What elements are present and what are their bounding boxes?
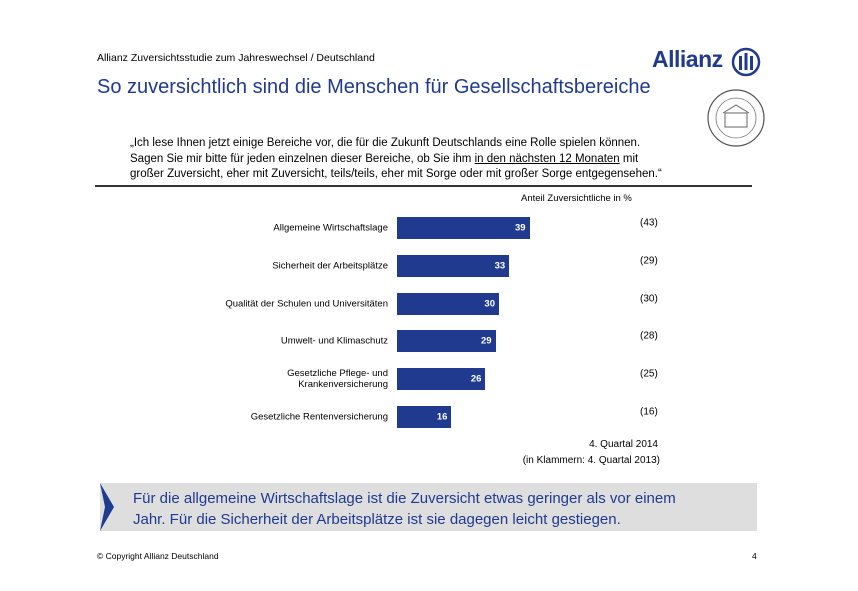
question-line: „Ich lese Ihnen jetzt einige Bereiche vo… — [130, 137, 641, 149]
bar-value-label: 29 — [481, 335, 492, 347]
summary-box — [100, 483, 757, 531]
bar-value-label: 30 — [484, 298, 495, 310]
bar — [397, 330, 496, 353]
chart-subtitle: Anteil Zuversichtliche in % — [521, 193, 632, 204]
bar — [397, 217, 530, 239]
legend-current: 4. Quartal 2014 — [589, 439, 658, 450]
previous-value-label: (28) — [640, 330, 658, 342]
previous-value-label: (16) — [640, 406, 658, 418]
question-emphasis: in den nächsten 12 Monaten — [474, 152, 620, 165]
previous-value-label: (30) — [640, 293, 658, 305]
brand-emblem — [731, 47, 761, 77]
category-label: Umwelt- und Klimaschutz — [280, 335, 388, 347]
slide-title: So zuversichtlich sind die Menschen für … — [97, 76, 651, 98]
bar — [397, 254, 510, 277]
bar-value-label: 16 — [436, 411, 448, 423]
brand-logo: Allianz — [652, 46, 723, 72]
summary-line: Für die allgemeine Wirtschaftslage ist d… — [133, 490, 676, 507]
page-number: 4 — [752, 551, 757, 561]
study-label: Allianz Zuversichtsstudie zum Jahreswech… — [97, 52, 375, 64]
copyright: © Copyright Allianz Deutschland — [97, 551, 219, 561]
divider — [95, 185, 752, 187]
summary-line: Jahr. Für die Sicherheit der Arbeitsplät… — [133, 511, 621, 528]
legend-previous: (in Klammern: 4. Quartal 2013) — [522, 455, 660, 466]
bar-value-label: 26 — [470, 373, 482, 385]
previous-value-label: (25) — [640, 368, 658, 380]
category-label: Sicherheit der Arbeitsplätze — [272, 260, 388, 272]
category-label: Gesetzliche Pflege- und Krankenversicher… — [287, 368, 388, 391]
university-seal — [707, 89, 765, 147]
previous-value-label: (29) — [640, 255, 658, 267]
bar-value-label: 33 — [494, 260, 506, 272]
question-text: „Ich lese Ihnen jetzt einige Bereiche vo… — [130, 136, 662, 183]
question-line: mit — [619, 152, 639, 165]
category-label: Gesetzliche Rentenversicherung — [250, 411, 388, 423]
bar — [397, 368, 486, 391]
bar — [397, 406, 452, 428]
question-line: Sagen Sie mir bitte für jeden einzelnen … — [130, 152, 475, 165]
previous-value-label: (43) — [640, 217, 658, 229]
summary-text: Für die allgemeine Wirtschaftslage ist d… — [133, 488, 676, 530]
category-label: Allgemeine Wirtschaftslage — [273, 222, 388, 234]
category-label: Qualität der Schulen und Universitäten — [225, 298, 388, 310]
question-line: großer Zuversicht, eher mit Zuversicht, … — [130, 168, 662, 180]
summary-chevron — [100, 483, 114, 531]
bar-value-label: 39 — [515, 222, 526, 234]
bar — [397, 292, 499, 315]
